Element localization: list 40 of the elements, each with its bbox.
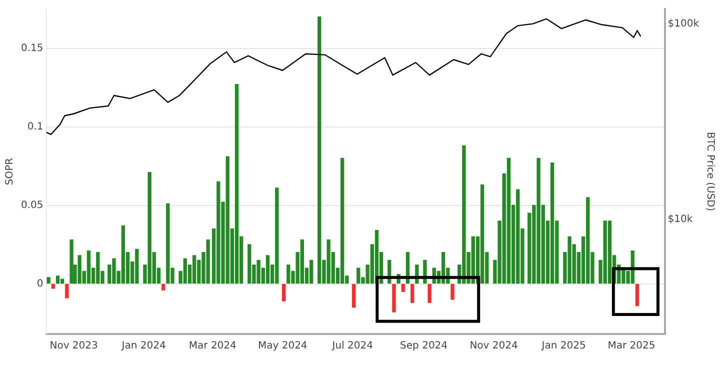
x-tick-label: Jul 2024 xyxy=(331,340,373,352)
x-tick-label: Nov 2024 xyxy=(470,340,518,352)
x-tick-label: Jan 2025 xyxy=(540,340,586,352)
bar xyxy=(450,284,454,300)
bar xyxy=(282,284,286,302)
y-tick-label: 0.05 xyxy=(21,200,44,211)
bar xyxy=(550,162,554,284)
y-tick-label: 0 xyxy=(36,278,44,290)
x-tick-label: Nov 2023 xyxy=(50,340,98,352)
y-axis-title: SOPR xyxy=(4,158,16,186)
bar xyxy=(46,277,50,284)
bar xyxy=(392,284,396,312)
bar xyxy=(506,158,511,284)
bar xyxy=(608,220,612,284)
bar xyxy=(161,284,166,290)
bar xyxy=(635,284,640,306)
bar xyxy=(410,284,414,303)
x-tick-label: Mar 2025 xyxy=(608,340,656,352)
bar xyxy=(65,284,69,298)
bar xyxy=(56,276,60,284)
y2-axis-title: BTC Price (USD) xyxy=(704,132,716,212)
bar xyxy=(51,284,55,289)
bar xyxy=(480,184,484,284)
bar xyxy=(352,284,356,308)
x-tick-label: May 2024 xyxy=(258,340,308,352)
y2-tick-label: $100k xyxy=(668,18,700,30)
bar xyxy=(234,84,239,284)
bar xyxy=(192,255,196,284)
bar xyxy=(266,255,270,284)
x-tick-label: Jan 2024 xyxy=(120,340,166,352)
x-tick-label: Mar 2024 xyxy=(188,340,236,352)
bar xyxy=(428,284,432,303)
y-tick-label: 0.1 xyxy=(27,121,44,132)
y2-tick-label: $10k xyxy=(668,214,693,226)
x-tick-label: Sep 2024 xyxy=(400,340,448,352)
y-tick-label: 0.15 xyxy=(21,42,44,54)
bar xyxy=(70,239,74,284)
bar xyxy=(340,158,344,284)
bar xyxy=(86,250,91,284)
bar xyxy=(401,284,405,292)
